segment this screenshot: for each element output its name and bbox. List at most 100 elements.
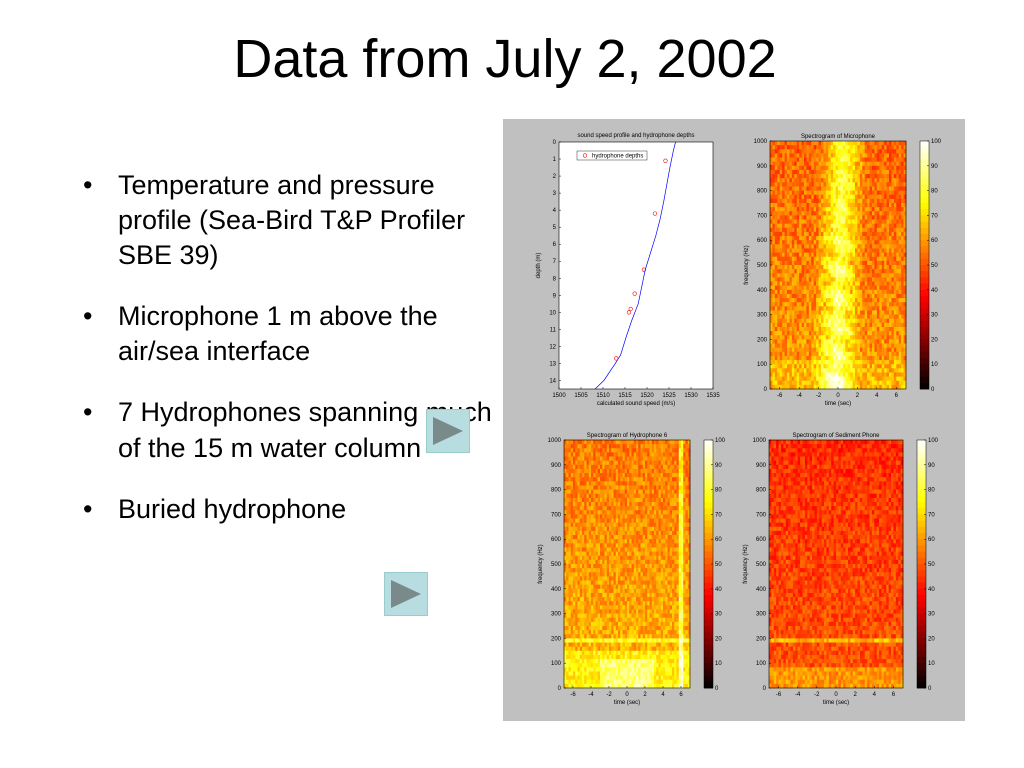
heatmap-cell	[667, 522, 671, 528]
heatmap-cell	[847, 368, 851, 373]
heatmap-cell	[676, 477, 680, 482]
heatmap-cell	[604, 526, 608, 532]
heatmap-cell	[573, 444, 576, 449]
heatmap-cell	[838, 331, 841, 336]
heatmap-cell	[613, 444, 617, 449]
heatmap-cell	[772, 252, 776, 258]
heatmap-cell	[881, 293, 885, 299]
heatmap-cell	[825, 215, 829, 220]
heatmap-cell	[568, 460, 572, 466]
heatmap-cell	[564, 543, 567, 548]
heatmap-cell	[622, 485, 626, 490]
heatmap-cell	[896, 285, 900, 291]
heatmap-cell	[830, 153, 834, 158]
heatmap-cell	[886, 265, 890, 270]
heatmap-cell	[624, 522, 628, 528]
heatmap-cell	[869, 215, 873, 220]
heatmap-cell	[901, 227, 904, 233]
colorbar-cell	[920, 240, 929, 247]
heatmap-cell	[855, 351, 858, 357]
heatmap-cell	[779, 260, 783, 266]
heatmap-cell	[582, 493, 585, 499]
heatmap-cell	[864, 141, 868, 146]
colorbar-cell	[920, 339, 929, 346]
heatmap-cell	[796, 256, 800, 262]
play-audio-button-hydrophones[interactable]	[384, 572, 428, 616]
heatmap-cell	[681, 530, 684, 536]
heatmap-cell	[850, 360, 853, 365]
heatmap-cell	[660, 460, 664, 466]
heatmap-cell	[879, 252, 883, 258]
heatmap-cell	[842, 244, 846, 249]
heatmap-cell	[772, 347, 776, 353]
heatmap-cell	[893, 244, 897, 249]
heatmap-cell	[799, 153, 802, 158]
heatmap-cell	[806, 157, 810, 163]
heatmap-cell	[828, 207, 832, 212]
heatmap-cell	[881, 306, 885, 311]
heatmap-cell	[774, 384, 778, 390]
heatmap-cell	[674, 522, 677, 528]
heatmap-cell	[884, 322, 887, 328]
heatmap-cell	[600, 535, 603, 540]
heatmap-cell	[845, 343, 849, 349]
heatmap-cell	[787, 285, 790, 291]
heatmap-cell	[842, 227, 846, 233]
legend-box	[576, 150, 648, 161]
heatmap-cell	[770, 236, 773, 241]
heatmap-cell	[804, 335, 807, 340]
heatmap-cell	[784, 194, 788, 200]
heatmap-cell	[840, 203, 844, 208]
heatmap-cell	[833, 355, 836, 361]
heatmap-cell	[799, 157, 802, 163]
heatmap-cell	[794, 194, 798, 200]
heatmap-cell	[821, 355, 824, 361]
heatmap-cell	[842, 372, 846, 377]
heatmap-cell	[893, 219, 897, 225]
heatmap-cell	[855, 219, 858, 225]
heatmap-cell	[808, 252, 812, 258]
heatmap-cell	[881, 149, 885, 154]
heatmap-cell	[874, 298, 878, 303]
heatmap-cell	[640, 456, 644, 462]
heatmap-cell	[799, 384, 802, 390]
heatmap-cell	[847, 339, 851, 344]
heatmap-cell	[777, 149, 781, 154]
heatmap-cell	[667, 468, 671, 474]
heatmap-cell	[647, 481, 650, 486]
heatmap-cell	[893, 178, 897, 183]
heatmap-cell	[588, 514, 592, 519]
heatmap-cell	[838, 372, 841, 377]
heatmap-cell	[611, 448, 614, 453]
heatmap-cell	[898, 182, 902, 187]
heatmap-cell	[813, 302, 817, 307]
heatmap-cell	[847, 252, 851, 258]
heatmap-cell	[602, 522, 605, 528]
heatmap-cell	[649, 452, 653, 457]
heatmap-cell	[818, 327, 822, 332]
heatmap-cell	[872, 240, 875, 245]
heatmap-cell	[850, 331, 853, 336]
heatmap-cell	[799, 327, 802, 332]
heatmap-cell	[784, 174, 788, 179]
heatmap-cell	[898, 281, 902, 287]
heatmap-cell	[818, 335, 822, 340]
heatmap-cell	[852, 227, 856, 233]
play-audio-button-microphone[interactable]	[426, 409, 470, 453]
heatmap-cell	[855, 343, 858, 349]
heatmap-cell	[609, 444, 612, 449]
heatmap-cell	[597, 440, 601, 445]
heatmap-cell	[840, 141, 844, 146]
heatmap-cell	[881, 182, 885, 187]
heatmap-cell	[816, 178, 819, 183]
heatmap-cell	[845, 360, 849, 365]
heatmap-cell	[808, 335, 812, 340]
heatmap-cell	[833, 161, 836, 167]
heatmap-cell	[872, 219, 875, 225]
heatmap-cell	[898, 252, 902, 258]
heatmap-cell	[681, 526, 684, 532]
heatmap-cell	[818, 236, 822, 241]
heatmap-cell	[811, 219, 815, 225]
heatmap-cell	[852, 215, 856, 220]
heatmap-cell	[889, 227, 892, 233]
